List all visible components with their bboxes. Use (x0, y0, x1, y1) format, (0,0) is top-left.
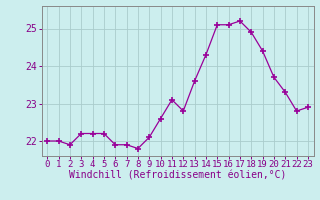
X-axis label: Windchill (Refroidissement éolien,°C): Windchill (Refroidissement éolien,°C) (69, 171, 286, 181)
